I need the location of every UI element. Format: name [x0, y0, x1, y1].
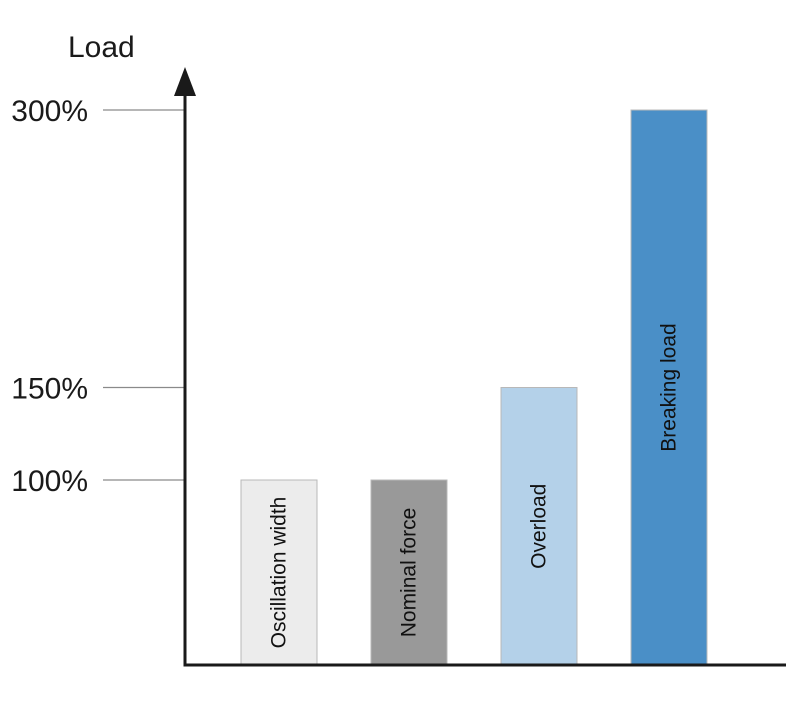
bar-label: Oscillation width — [268, 497, 291, 649]
y-tick-labels: 100% 150% 300% — [11, 95, 88, 498]
bar — [500, 387, 578, 666]
bar-label: Nominal force — [398, 508, 421, 638]
y-axis-label: Load — [68, 31, 135, 64]
bar-labels: Oscillation width Nominal force Overload Br… — [268, 323, 681, 648]
bar — [240, 479, 318, 666]
bars — [240, 109, 708, 666]
bar-label: Breaking load — [658, 323, 681, 451]
bar-label: Overload — [528, 484, 551, 569]
y-tick-label: 150% — [11, 373, 88, 406]
y-tick-label: 100% — [11, 465, 88, 498]
y-tick-label: 300% — [11, 95, 88, 128]
y-tick-lines — [103, 109, 185, 481]
bar — [630, 109, 708, 666]
y-axis-arrow-icon — [174, 67, 196, 96]
bar — [370, 479, 448, 666]
axes — [174, 67, 786, 667]
